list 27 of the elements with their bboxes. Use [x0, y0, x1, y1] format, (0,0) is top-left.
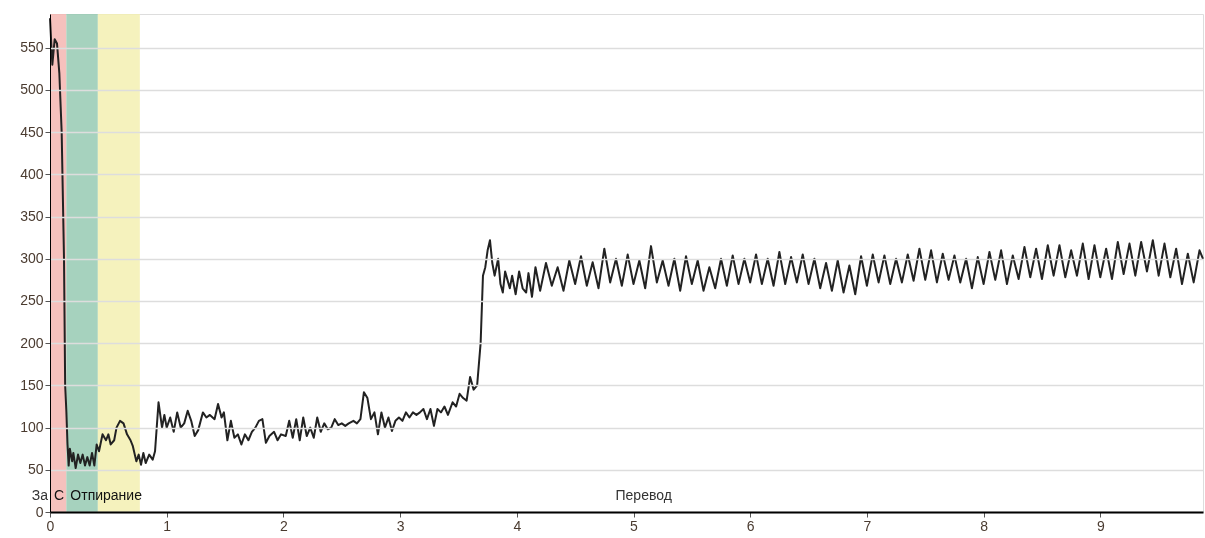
y-tick-label: 450 — [20, 123, 44, 140]
x-tick-label: 1 — [163, 517, 172, 534]
x-tick-label: 0 — [46, 517, 55, 534]
band-label: Отпирание — [70, 487, 143, 503]
x-tick-label: 3 — [396, 517, 405, 534]
y-tick-label: 0 — [35, 503, 44, 520]
y-tick-label: 100 — [20, 419, 44, 436]
x-tick-label: 4 — [513, 517, 522, 534]
y-tick-label: 150 — [20, 376, 44, 393]
y-tick-label: 250 — [20, 292, 44, 309]
x-tick-label: 2 — [280, 517, 288, 534]
y-tick-label: 200 — [20, 334, 44, 351]
x-tick-label: 5 — [630, 517, 639, 534]
y-tick-label: 400 — [20, 165, 44, 182]
y-tick-label: 500 — [20, 81, 44, 98]
x-tick-label: 9 — [1096, 517, 1105, 534]
y-tick-label: 550 — [20, 39, 44, 56]
x-tick-label: 6 — [746, 517, 755, 534]
y-tick-label: 350 — [20, 208, 44, 225]
band-label: С — [54, 487, 65, 503]
x-tick-label: 8 — [980, 517, 989, 534]
annotation: Перевод — [615, 487, 672, 503]
y-tick-label: 50 — [27, 461, 44, 478]
text: За — [31, 487, 49, 503]
x-tick-label: 7 — [863, 517, 872, 534]
y-tick-label: 300 — [20, 250, 44, 267]
line-series — [49, 17, 1204, 470]
